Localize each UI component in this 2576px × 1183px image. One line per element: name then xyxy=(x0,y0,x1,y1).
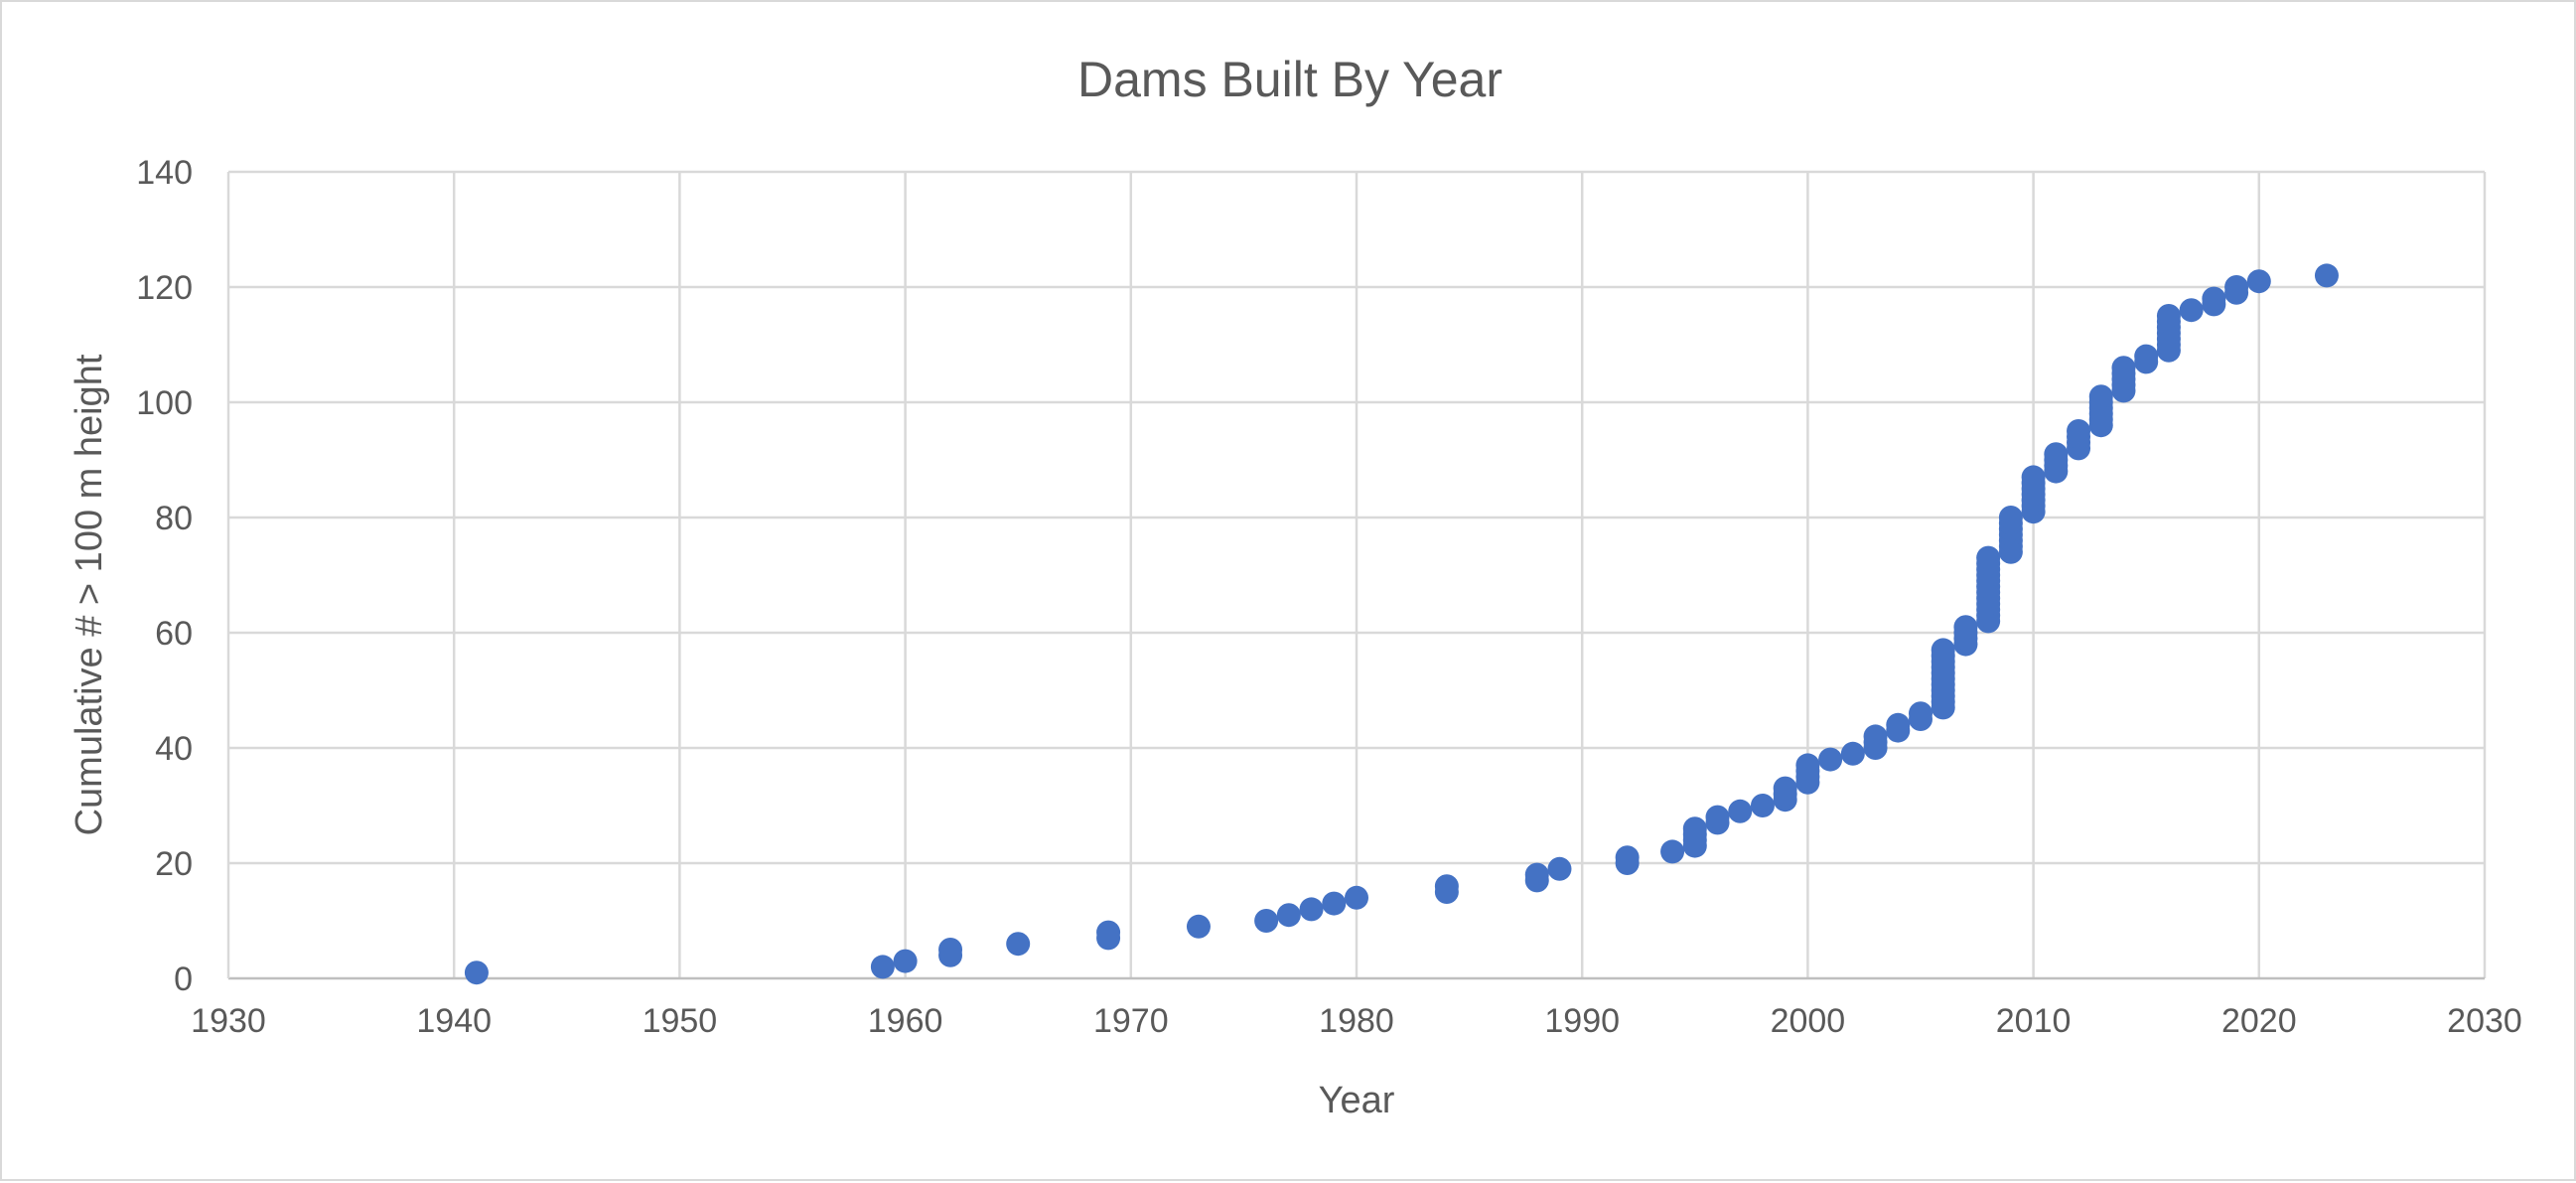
data-point xyxy=(2179,298,2204,323)
x-tick-label: 1930 xyxy=(191,1002,266,1040)
data-point xyxy=(1682,816,1707,841)
y-tick-label: 20 xyxy=(155,845,193,883)
x-tick-label: 1960 xyxy=(868,1002,943,1040)
y-tick-label: 120 xyxy=(136,269,193,307)
y-tick-label: 0 xyxy=(174,961,193,998)
y-axis-title: Cumulative # > 100 m height xyxy=(69,354,110,835)
data-point xyxy=(1909,701,1932,726)
data-point xyxy=(893,949,918,973)
data-point xyxy=(2111,356,2136,380)
data-point xyxy=(1434,874,1459,899)
data-point xyxy=(2314,263,2339,288)
x-tick-label: 2030 xyxy=(2447,1002,2522,1040)
data-point xyxy=(1547,856,1572,881)
data-point xyxy=(1345,885,1368,910)
data-point xyxy=(1886,712,1911,737)
data-point xyxy=(1998,506,2023,529)
y-tick-label: 140 xyxy=(136,154,193,192)
data-point xyxy=(1931,638,1955,663)
data-point xyxy=(1254,909,1279,933)
data-point xyxy=(1976,545,2001,570)
data-point xyxy=(1705,805,1730,829)
x-tick-label: 1950 xyxy=(643,1002,718,1040)
x-tick-label: 1970 xyxy=(1093,1002,1169,1040)
data-point xyxy=(1773,776,1797,801)
x-tick-label: 2010 xyxy=(1996,1002,2072,1040)
data-point xyxy=(1186,914,1211,939)
data-point xyxy=(1728,799,1753,823)
data-point xyxy=(1615,845,1640,870)
x-tick-label: 2020 xyxy=(2221,1002,2297,1040)
data-point xyxy=(1750,794,1775,817)
data-point xyxy=(1096,920,1121,945)
y-tick-label: 80 xyxy=(155,500,193,537)
data-point xyxy=(1322,891,1347,916)
axes xyxy=(226,172,2485,980)
chart-title: Dams Built By Year xyxy=(1077,52,1503,107)
x-tick-label: 2000 xyxy=(1771,1002,1846,1040)
x-tick-label: 1990 xyxy=(1544,1002,1620,1040)
y-tick-label: 60 xyxy=(155,615,193,653)
data-point xyxy=(2067,419,2091,443)
data-point xyxy=(2134,344,2159,369)
data-point xyxy=(2156,304,2181,328)
gridlines xyxy=(228,170,2487,978)
data-point xyxy=(1840,741,1865,766)
data-point xyxy=(2044,442,2069,467)
data-point xyxy=(1863,724,1888,749)
data-point xyxy=(2202,286,2226,311)
data-point xyxy=(2088,384,2113,409)
data-point xyxy=(2021,465,2046,490)
x-axis-title: Year xyxy=(1319,1080,1395,1121)
data-point xyxy=(1953,615,1978,640)
x-tick-label: 1940 xyxy=(416,1002,492,1040)
data-point xyxy=(1524,862,1549,887)
y-tick-label: 100 xyxy=(136,384,193,422)
y-tick-label: 40 xyxy=(155,730,193,768)
data-points xyxy=(464,263,2339,985)
data-point xyxy=(1006,932,1031,957)
data-point xyxy=(1299,897,1324,922)
data-point xyxy=(870,955,895,979)
data-point xyxy=(938,938,963,961)
tick-labels: 1930 1940 1950 1960 1970 1980 1990 2000 2010 2020… xyxy=(136,154,2522,1040)
data-point xyxy=(2224,275,2249,299)
data-point xyxy=(1660,839,1685,864)
x-tick-label: 1980 xyxy=(1319,1002,1394,1040)
data-point xyxy=(2246,269,2271,294)
data-point xyxy=(1276,903,1301,928)
data-point xyxy=(1795,753,1820,778)
data-point xyxy=(464,961,489,985)
data-point xyxy=(1818,747,1843,772)
